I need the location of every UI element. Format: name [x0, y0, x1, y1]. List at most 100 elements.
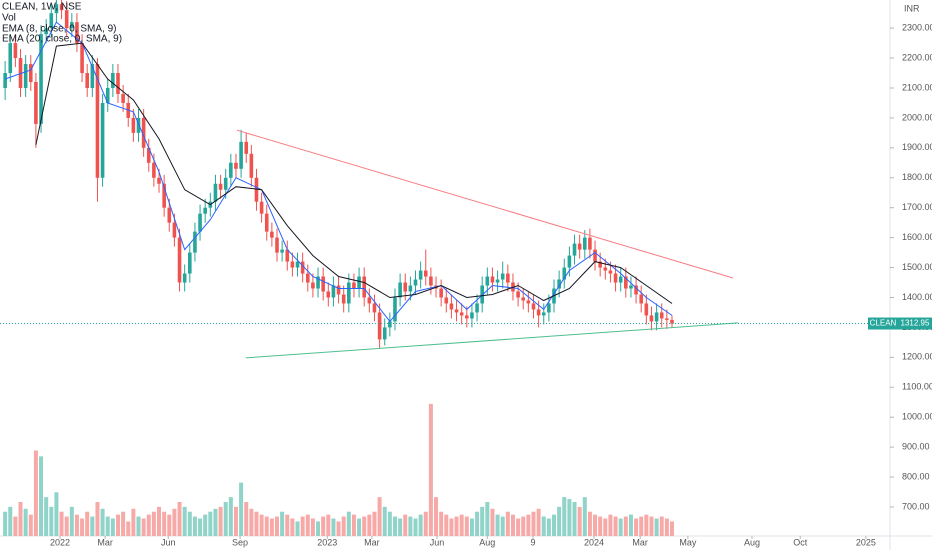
- volume-bar: [392, 516, 397, 536]
- volume-bar: [213, 508, 218, 536]
- y-tick-label: 2300.00: [902, 23, 932, 33]
- volume-bar: [121, 511, 126, 536]
- candle-body: [146, 147, 151, 163]
- y-tick-label: 1700.00: [902, 202, 932, 212]
- x-tick-label: Jun: [430, 537, 445, 547]
- volume-bar: [264, 516, 269, 536]
- candle-body: [34, 82, 38, 124]
- candle-body: [321, 276, 325, 292]
- candle-body: [54, 4, 59, 14]
- volume-bar: [382, 506, 387, 536]
- candle-body: [613, 273, 618, 283]
- volume-bar: [408, 516, 413, 536]
- candle-body: [311, 282, 315, 289]
- volume-bar: [418, 514, 423, 536]
- volume-bar: [618, 518, 623, 536]
- candle-body: [75, 22, 79, 44]
- volume-bar: [454, 516, 459, 536]
- volume-bar: [146, 514, 151, 536]
- volume-bar: [254, 511, 259, 536]
- candle-body: [172, 222, 177, 238]
- candle-body: [105, 87, 110, 103]
- candle-body: [362, 276, 367, 298]
- candle-body: [162, 183, 166, 208]
- candle-body: [444, 297, 449, 304]
- volume-bar: [316, 521, 321, 536]
- volume-bar: [23, 508, 28, 536]
- volume-bar: [44, 497, 49, 536]
- candle-body: [264, 213, 269, 232]
- volume-bar: [69, 506, 74, 536]
- candle-body: [500, 273, 505, 280]
- volume-bar: [74, 514, 79, 536]
- volume-bar: [351, 514, 356, 536]
- volume-bar: [567, 499, 572, 536]
- y-tick-label: 1500.00: [902, 262, 932, 272]
- candle-body: [644, 303, 649, 316]
- candle-body: [388, 321, 392, 328]
- volume-bar: [346, 511, 351, 536]
- candle-body: [588, 237, 592, 250]
- candle-body: [352, 282, 356, 289]
- candle-body: [526, 300, 531, 304]
- trend-line: [245, 322, 739, 359]
- volume-bar: [331, 518, 336, 536]
- volume-bar: [510, 514, 515, 536]
- volume-legend: Vol: [2, 13, 16, 24]
- x-tick-label: Mar: [97, 537, 113, 547]
- volume-bar: [203, 514, 208, 536]
- volume-bar: [249, 508, 254, 536]
- volume-bar: [233, 506, 238, 536]
- candle-body: [8, 43, 13, 74]
- x-tick-label: May: [679, 537, 697, 547]
- volume-bar: [90, 516, 95, 536]
- volume-bar: [613, 516, 618, 536]
- candle-body: [100, 102, 105, 178]
- volume-bar: [459, 514, 464, 536]
- y-tick-label: 2100.00: [902, 82, 932, 92]
- price-tag-box: [868, 317, 898, 330]
- volume-bar: [649, 516, 654, 536]
- volume-bar: [49, 506, 54, 536]
- candle-body: [475, 303, 479, 313]
- candle-body: [187, 252, 192, 274]
- candle-body: [418, 270, 423, 280]
- volume-bar: [300, 516, 305, 536]
- candle-body: [531, 303, 536, 310]
- candle-body: [131, 117, 136, 133]
- volume-bar: [290, 518, 295, 536]
- candle-body: [398, 282, 402, 298]
- volume-bar: [131, 508, 136, 536]
- y-tick-label: 800.00: [902, 471, 930, 481]
- volume-bar: [546, 518, 551, 536]
- volume-bar: [126, 521, 131, 536]
- legend-entry: EMA (20, close, 0, SMA, 9): [2, 34, 122, 45]
- candle-body: [18, 58, 23, 88]
- volume-bar: [151, 511, 156, 536]
- volume-bar: [100, 508, 105, 536]
- candle-body: [567, 255, 572, 268]
- candle-body: [275, 237, 279, 253]
- candle-body: [649, 315, 654, 322]
- candle-body: [254, 177, 259, 202]
- candle-body: [341, 294, 346, 304]
- candle-body: [203, 207, 207, 214]
- volume-bar: [413, 518, 418, 536]
- currency: INR: [904, 3, 920, 13]
- candle-body: [598, 261, 602, 268]
- volume-bar: [13, 516, 18, 536]
- x-tick-label: 2025: [856, 537, 876, 547]
- candle-body: [562, 267, 567, 280]
- candle-body: [618, 276, 623, 283]
- volume-bar: [628, 514, 633, 536]
- candle-body: [300, 261, 305, 274]
- candle-body: [485, 276, 490, 286]
- candle-body: [336, 285, 341, 295]
- candle-body: [593, 249, 597, 262]
- volume-bar: [105, 516, 110, 536]
- candle-body: [516, 291, 520, 298]
- volume-bar: [85, 511, 90, 536]
- y-tick-label: 900.00: [902, 441, 930, 451]
